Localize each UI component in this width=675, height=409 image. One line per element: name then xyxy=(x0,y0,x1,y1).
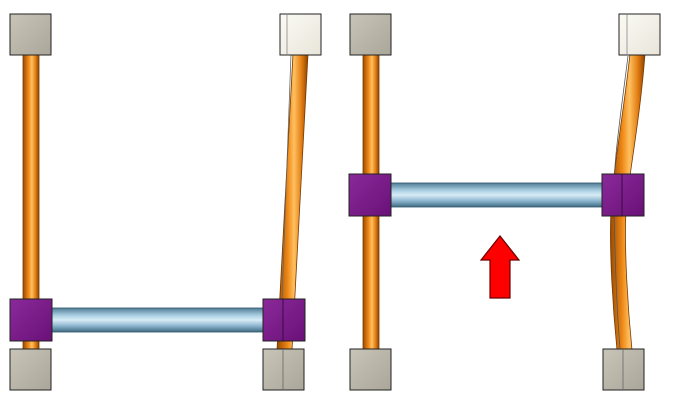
left-panel-bottom-left-block xyxy=(9,348,52,391)
right-panel-top-left-block xyxy=(349,13,392,56)
left-panel-bottom-right-block xyxy=(262,348,305,391)
right-panel-bottom-left-block xyxy=(349,348,392,391)
right-panel-right-connector xyxy=(601,173,645,217)
left-panel xyxy=(9,13,322,391)
right-panel-bottom-right-block xyxy=(602,348,645,391)
left-panel-left-connector xyxy=(9,298,53,342)
left-panel-right-rod-edge xyxy=(281,53,292,301)
right-panel-crossbar xyxy=(389,182,605,208)
right-panel-left-connector xyxy=(348,173,392,217)
left-panel-top-right-block xyxy=(279,13,322,56)
left-panel-crossbar xyxy=(49,307,265,333)
up-arrow-icon xyxy=(479,235,521,299)
right-panel xyxy=(348,13,661,391)
left-panel-right-connector xyxy=(262,298,306,342)
right-panel-top-right-block xyxy=(618,13,661,56)
left-panel-top-left-block xyxy=(9,13,52,56)
